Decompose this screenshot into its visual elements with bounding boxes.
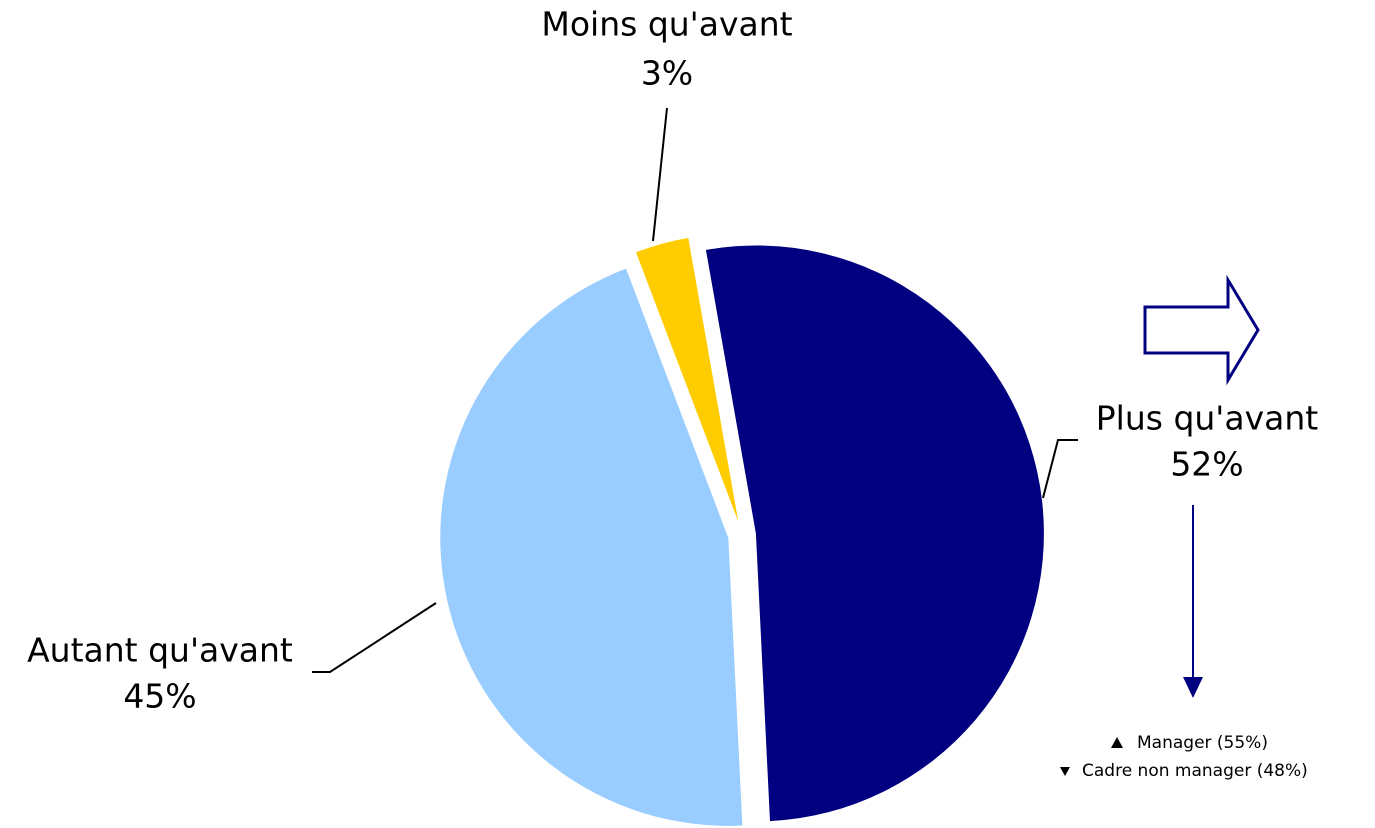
value-label: 45%: [123, 677, 196, 716]
leader-line: [1042, 439, 1078, 499]
pie-slice: [440, 268, 743, 826]
leader-line: [312, 602, 437, 673]
annotation: Cadre non manager (48%): [1082, 761, 1308, 781]
value-label: 52%: [1170, 445, 1243, 484]
pie-slice: [705, 245, 1044, 822]
pie-slice: [636, 237, 739, 522]
down-triangle: [1060, 767, 1070, 776]
down-arrow-head: [1183, 677, 1203, 698]
category-label: Plus qu'avant: [1096, 399, 1318, 438]
category-label: Autant qu'avant: [27, 631, 293, 670]
value-label: 3%: [641, 54, 693, 93]
annotation: Manager (55%): [1137, 733, 1268, 753]
slices: [440, 237, 1044, 826]
block-arrow: [1143, 274, 1260, 386]
category-label: Moins qu'avant: [541, 5, 792, 44]
up-triangle: [1111, 737, 1123, 748]
leader-line: [652, 107, 668, 242]
